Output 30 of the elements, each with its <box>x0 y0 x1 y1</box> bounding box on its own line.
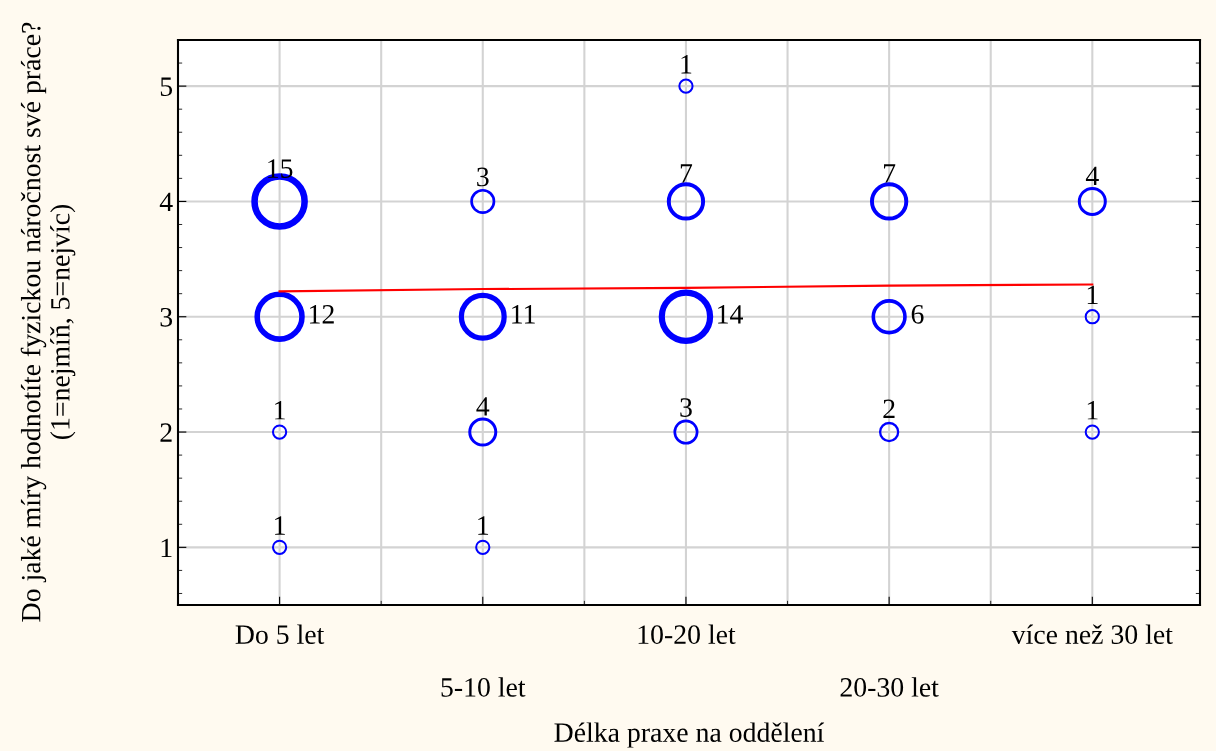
x-tick-label: Do 5 let <box>235 624 325 644</box>
annotation: 1 <box>1087 401 1098 420</box>
annotation: 6 <box>911 305 924 324</box>
y-axis-title: Do jaké míry hodnotíte fyzickou náročnost své práce? (1=nejmíň, 5=nejvíc) <box>20 22 76 622</box>
annotation: 1 <box>1087 285 1098 305</box>
annotation: 1 <box>275 516 285 535</box>
annotation: 14 <box>718 305 743 324</box>
x-axis-title: Délka praxe na oddělení <box>554 722 825 748</box>
annotation: 11 <box>512 305 535 324</box>
x-tick-label: 10-20 let <box>638 624 736 644</box>
annotation: 4 <box>1085 166 1099 185</box>
annotation: 1 <box>275 401 285 420</box>
y-tick-label: 5 <box>160 77 173 97</box>
annotation: 3 <box>477 167 489 187</box>
y-tick-label: 1 <box>161 538 172 557</box>
y-tick-label: 2 <box>160 423 172 442</box>
annotation: 2 <box>883 399 895 418</box>
annotation: 1 <box>478 516 489 535</box>
annotation: 12 <box>309 305 334 324</box>
x-tick-label: 20-30 let <box>840 677 939 697</box>
annotation: 3 <box>680 398 692 417</box>
x-tick-label: 5-10 let <box>441 677 526 697</box>
annotation: 15 <box>268 159 293 178</box>
annotation: 7 <box>680 164 693 183</box>
y-tick-label: 3 <box>160 307 173 327</box>
y-tick-label: 4 <box>159 192 173 212</box>
annotation: 7 <box>884 164 896 183</box>
x-tick-label: více než 30 let <box>1011 624 1173 644</box>
annotation: 1 <box>681 55 692 74</box>
annotation: 4 <box>476 397 490 416</box>
